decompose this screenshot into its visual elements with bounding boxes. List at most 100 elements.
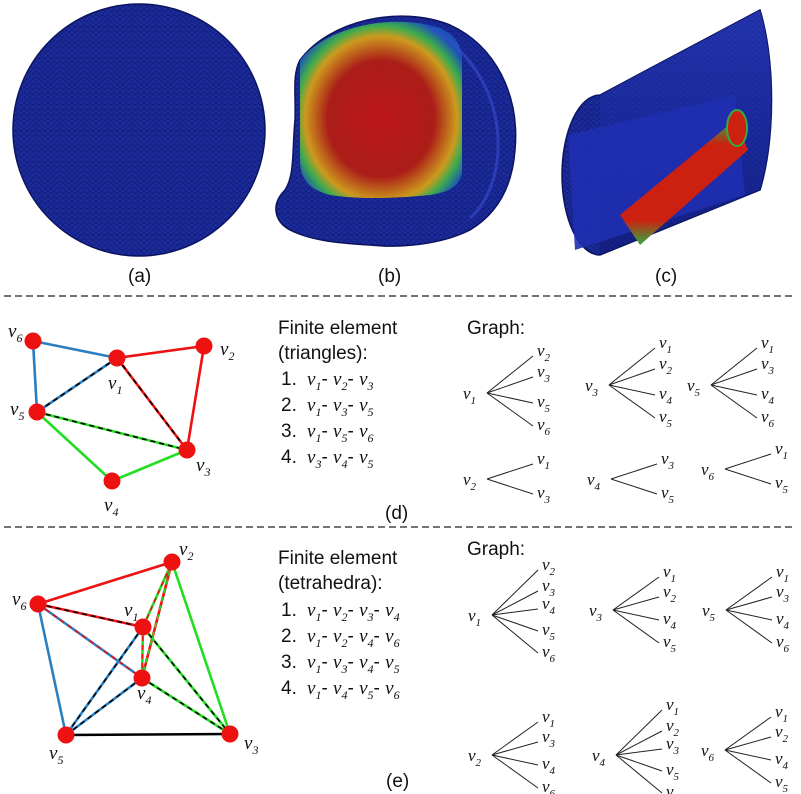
graph-neighbor-label: v6 (761, 407, 775, 430)
tri-fe-title: Finite element (278, 318, 398, 339)
graph-edge (608, 384, 656, 419)
graph-neighbor-label: v1 (537, 449, 550, 472)
graph-neighbor-label: v1 (775, 439, 788, 462)
graph-neighbor-label: v1 (775, 702, 788, 725)
graph-edge (724, 453, 772, 470)
vertex-label-v2: v2 (179, 539, 193, 563)
graph-edge (486, 463, 534, 480)
graph-neighbor-label: v4 (542, 594, 556, 617)
graph-edge (724, 736, 772, 751)
graph-edge (608, 347, 656, 386)
vertex-label-v4: v4 (104, 495, 118, 519)
element-vertex-sequence: v1- v2- v3 (307, 369, 374, 393)
graph-edge (615, 754, 663, 794)
graph-neighbor-label: v4 (663, 609, 677, 632)
graph-neighbor-label: v4 (775, 749, 789, 772)
vertex-node-v4 (103, 472, 121, 490)
mesh-edge-v2-v3 (185, 345, 206, 451)
graph-neighbor-label: v2 (666, 716, 680, 739)
graph-neighbor-label: v5 (663, 632, 677, 655)
graph-neighbor-label: v3 (661, 449, 675, 472)
graph-edge (491, 608, 539, 616)
element-row: 1. v1- v2- v3- v4 (281, 600, 400, 624)
element-vertex-sequence: v1- v3- v5 (307, 395, 374, 419)
graph-neighbor-label: v1 (659, 333, 672, 356)
vertex-node-v1 (134, 618, 152, 636)
mesh-edge-overlay-v5-v3 (36, 411, 188, 451)
graph-edge (491, 590, 539, 616)
element-row: 3. v1- v5- v6 (281, 421, 374, 445)
graph-neighbor-label: v5 (659, 407, 673, 430)
tet-graph-title: Graph: (467, 539, 525, 560)
graph-edge (724, 749, 772, 784)
graph-root-label: v2 (463, 470, 477, 493)
graph-edge (724, 749, 772, 761)
graph-neighbor-label: v1 (776, 562, 789, 585)
graph-edge (725, 609, 773, 621)
graph-neighbor-label: v6 (537, 415, 551, 438)
triangle-mesh-diagram: v6 v1 v2 v5 v3 v4 (8, 321, 234, 519)
element-number: 1. (281, 600, 297, 621)
vertex-node-v3 (221, 725, 239, 743)
panel-c-label: (c) (655, 266, 677, 287)
mesh-edge-overlay-v1-v3 (116, 357, 188, 451)
graph-neighbor-label: v5 (666, 760, 680, 783)
graph-neighbor-label: v4 (776, 609, 790, 632)
vertex-label-v3: v3 (196, 455, 210, 479)
element-number: 3. (281, 421, 297, 442)
graph-neighbor-label: v2 (542, 555, 556, 578)
graph-neighbor-label: v4 (659, 384, 673, 407)
element-number: 2. (281, 395, 297, 416)
vertex-node-v5 (57, 726, 75, 744)
vertex-node-v1 (108, 349, 126, 367)
vertex-node-v3 (178, 441, 196, 459)
graph-neighbor-label: v6 (542, 642, 556, 665)
graph-edge (491, 614, 539, 654)
element-vertex-sequence: v1- v3- v4- v5 (307, 652, 400, 676)
vertex-node-v6 (24, 332, 42, 350)
graph-neighbor-label: v1 (761, 333, 774, 356)
graph-edge (612, 576, 660, 611)
tet-fe-title: Finite element (278, 548, 398, 569)
vertex-label-v2: v2 (220, 339, 234, 363)
element-vertex-sequence: v1- v2- v4- v6 (307, 626, 400, 650)
graph-root-label: v1 (468, 606, 481, 629)
graph-edge (491, 741, 539, 756)
panel-e-label: (e) (386, 771, 409, 792)
vertex-label-v5: v5 (10, 399, 24, 423)
mesh-edge-v6-v1 (37, 602, 144, 629)
graph-neighbor-label: v5 (537, 392, 551, 415)
element-number: 4. (281, 678, 297, 699)
mesh-edge-v5-v4 (36, 411, 113, 482)
mesh-edge-v4-v3 (141, 676, 231, 736)
graph-edge (608, 368, 656, 386)
mesh-edge-v2-v3 (170, 561, 232, 735)
graph-star-v4: v4 v3 v5 (587, 449, 675, 506)
tetrahedra-graph: v1v2v3v4v5v6v3v1v2v4v5v5v1v3v4v6v2v1v3v4… (468, 555, 790, 794)
mesh-edge-overlay-v6-v4 (37, 603, 143, 679)
graph-edge (486, 392, 534, 404)
graph-neighbor-label: v1 (542, 707, 555, 730)
mesh-edge-v1-v4 (140, 626, 145, 679)
element-vertex-sequence: v1- v4- v5- v6 (307, 678, 400, 702)
panel-d-label: (d) (385, 503, 408, 524)
element-vertex-sequence: v1- v5- v6 (307, 421, 374, 445)
graph-neighbor-label: v3 (761, 354, 775, 377)
graph-edge (724, 716, 772, 751)
graph-edge (615, 730, 663, 756)
graph-neighbor-label: v2 (659, 354, 673, 377)
graph-edge (725, 576, 773, 611)
graph-edge (491, 754, 539, 766)
graph-edge (710, 384, 758, 396)
element-number: 2. (281, 626, 297, 647)
graph-neighbor-label: v3 (776, 582, 790, 605)
graph-neighbor-label: v5 (661, 483, 675, 506)
vertex-label-v5: v5 (49, 743, 63, 767)
element-number: 1. (281, 369, 297, 390)
graph-neighbor-label: v3 (537, 483, 551, 506)
vertex-node-v2 (163, 553, 181, 571)
graph-neighbor-label: v5 (542, 620, 556, 643)
